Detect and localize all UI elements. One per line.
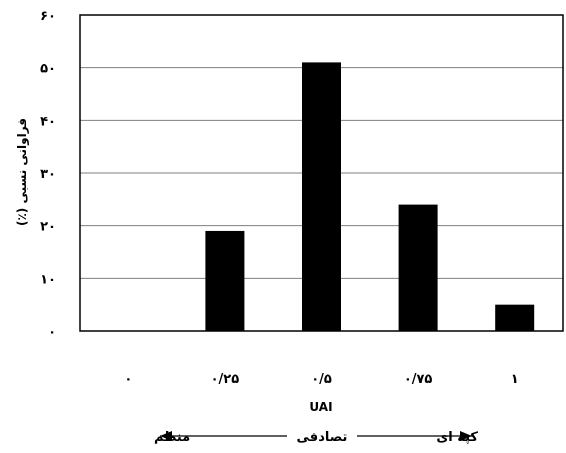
annotation-right: کپه ای [436,430,478,445]
bar [495,304,535,331]
arrow-left-head [160,431,172,441]
x-tick-label: ۰ [124,372,132,387]
y-tick-label: ۱۰ [40,272,56,287]
y-tick-label: ۰ [48,325,56,340]
bar [398,204,438,331]
y-tick-label: ۴۰ [40,114,56,129]
x-axis-label: UAI [309,400,332,414]
bars [205,62,535,332]
x-tick-label: ۱ [511,372,519,387]
y-tick-label: ۳۰ [40,167,56,182]
y-tick-labels: ۰ ۱۰ ۲۰ ۳۰ ۴۰ ۵۰ ۶۰ [40,9,56,340]
bar [205,230,245,331]
y-axis-label: فراوانی نسبی (٪) [15,118,30,226]
plot-frame [79,14,564,332]
bar [302,62,341,332]
x-tick-label: ۰/۵ [311,372,332,387]
y-tick-label: ۵۰ [40,62,56,77]
x-tick-labels: ۰ ۰/۲۵ ۰/۵ ۰/۷۵ ۱ [124,372,518,387]
x-tick-label: ۰/۲۵ [211,372,240,387]
x-tick-label: ۰/۷۵ [404,372,433,387]
annotation-arrows [160,431,472,441]
arrow-right-head [460,431,472,441]
annotation-center: تصادفی [297,430,348,445]
y-tick-label: ۲۰ [40,220,56,235]
annotation-left: منظم [154,430,190,445]
y-tick-label: ۶۰ [40,9,56,24]
